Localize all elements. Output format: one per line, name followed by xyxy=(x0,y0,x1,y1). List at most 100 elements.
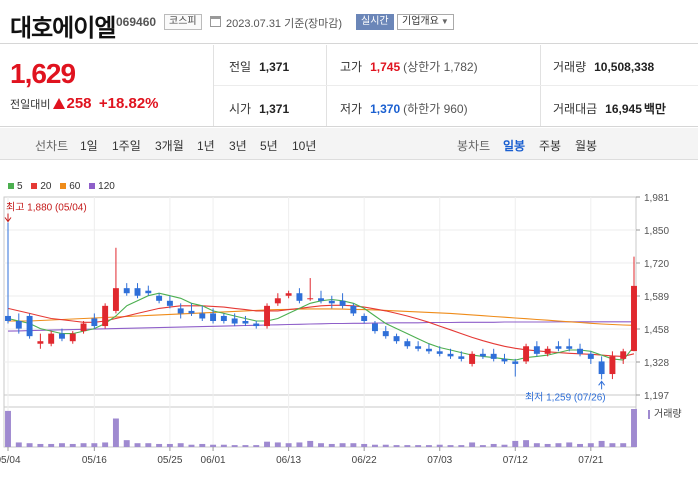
candle-up xyxy=(274,298,281,304)
volume-bar xyxy=(436,444,443,447)
realtime-button[interactable]: 실시간 xyxy=(356,14,394,30)
company-overview-button[interactable]: 기업개요 ▼ xyxy=(397,14,454,30)
volume-bar xyxy=(361,443,368,447)
tab-3y[interactable]: 3년 xyxy=(229,139,247,153)
tab-1w[interactable]: 1주일 xyxy=(112,139,141,153)
stock-code: 069460 xyxy=(116,15,157,29)
volume-bar xyxy=(80,443,87,447)
amount-unit: 백만 xyxy=(643,102,666,116)
legend-swatch xyxy=(31,183,38,189)
calendar-icon xyxy=(210,16,221,27)
volume-bar xyxy=(501,444,508,447)
tab-daily[interactable]: 일봉 xyxy=(503,139,526,153)
tab-1y[interactable]: 1년 xyxy=(197,139,215,153)
volume-bar xyxy=(264,441,271,447)
chart-tab-bar: 선차트 1일 1주일 3개월 1년 3년 5년 10년 봉차트 일봉 주봉 월봉 xyxy=(0,128,698,160)
volume-bar xyxy=(231,445,238,447)
legend-ma5: 5 xyxy=(8,181,23,192)
open-price: 시가 1,371 xyxy=(229,100,289,117)
x-tick-label: 07/21 xyxy=(578,455,603,466)
x-tick-label: 07/03 xyxy=(427,455,452,466)
candle-down xyxy=(404,341,411,347)
volume-bar xyxy=(91,443,98,447)
legend-label: 20 xyxy=(40,181,52,192)
y-tick-label: 1,720 xyxy=(644,259,669,270)
volume-bar xyxy=(253,445,260,447)
legend-swatch xyxy=(89,183,96,189)
volume-bar xyxy=(415,445,422,447)
up-triangle-icon xyxy=(53,98,66,109)
volume-bar xyxy=(58,443,65,447)
volume: 거래량 10,508,338 xyxy=(553,58,654,75)
volume-bar xyxy=(512,440,519,447)
candlestick-chart[interactable]: 1,981 1,850 1,720 1,589 1,458 1,328 1,197 05/04… xyxy=(0,185,698,480)
ma60-line xyxy=(8,308,635,326)
candle-up xyxy=(609,356,616,375)
candle-down xyxy=(5,315,11,322)
low-arrow-head xyxy=(598,380,606,386)
prev-close-label: 전일 xyxy=(229,60,252,74)
volume-bar xyxy=(134,443,141,447)
volume-bar xyxy=(382,444,389,447)
candle-down xyxy=(393,336,400,342)
candle-down xyxy=(188,310,195,314)
candle-down xyxy=(328,300,335,304)
volume-bar xyxy=(533,443,540,447)
candle-down xyxy=(447,353,454,357)
tab-10y[interactable]: 10년 xyxy=(292,139,317,153)
x-tick-label: 05/25 xyxy=(157,455,182,466)
y-tick-label: 1,589 xyxy=(644,292,669,303)
candle-down xyxy=(490,353,497,359)
candle-down xyxy=(26,315,33,337)
y-tick-label: 1,197 xyxy=(644,391,669,402)
stock-header: 대호에이엘 069460 코스피 2023.07.31 기준(장마감) 실시간 … xyxy=(0,0,698,44)
volume-bar xyxy=(404,445,411,447)
volume-label: 거래량 xyxy=(553,60,587,74)
volume-bar xyxy=(544,443,551,447)
candle-down xyxy=(58,333,65,339)
candle-down xyxy=(242,321,249,324)
candle-down xyxy=(220,315,227,322)
volume-bar xyxy=(307,440,314,447)
volume-bar xyxy=(199,443,206,447)
tab-3m[interactable]: 3개월 xyxy=(155,139,184,153)
candle-chart-label: 봉차트 xyxy=(457,139,491,153)
y-tick-label: 1,850 xyxy=(644,226,669,237)
volume-bar xyxy=(371,444,378,447)
trade-amount: 거래대금 16,945 백만 xyxy=(553,100,666,117)
candle-up xyxy=(48,333,55,344)
legend-label: 5 xyxy=(17,181,23,192)
candle-down xyxy=(555,346,562,349)
volume-bar xyxy=(458,445,465,447)
candle-down xyxy=(512,361,519,364)
volume-bar xyxy=(555,443,562,447)
volume-bar xyxy=(102,442,109,447)
volume-bar xyxy=(69,443,76,447)
low-annotation: 최저 1,259 (07/26) xyxy=(525,391,606,403)
legend-swatch xyxy=(8,183,14,189)
tab-1d[interactable]: 1일 xyxy=(80,139,98,153)
volume-bar xyxy=(15,442,22,447)
lower-limit: (하한가 960) xyxy=(403,102,468,116)
volume-bar xyxy=(350,443,357,447)
candle-down xyxy=(134,288,141,296)
candle-down xyxy=(339,300,346,306)
candle-down xyxy=(156,295,163,301)
volume-bar xyxy=(479,445,486,447)
candle-down xyxy=(145,290,152,294)
candle-down xyxy=(123,288,130,294)
volume-bar xyxy=(26,443,33,447)
quote-row-divider xyxy=(214,85,698,86)
tab-weekly[interactable]: 주봉 xyxy=(539,139,562,153)
line-chart-label: 선차트 xyxy=(35,139,69,153)
low-value: 1,370 xyxy=(370,102,401,116)
volume-bar xyxy=(609,443,616,447)
candle-up xyxy=(469,353,476,364)
tab-monthly[interactable]: 월봉 xyxy=(575,139,598,153)
high-annotation: 최고 1,880 (05/04) xyxy=(6,202,87,214)
high-value: 1,745 xyxy=(370,60,401,74)
tab-5y[interactable]: 5년 xyxy=(260,139,278,153)
candle-up xyxy=(102,305,109,327)
candle-down xyxy=(501,358,508,362)
volume-bar xyxy=(566,442,573,447)
